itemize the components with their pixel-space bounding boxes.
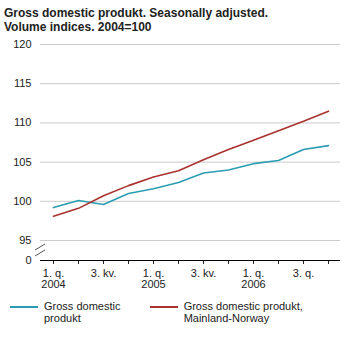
html-text:Gross domestic produkt: Gross domestic produkt bbox=[44, 300, 121, 324]
svg-text:115: 115 bbox=[14, 77, 32, 89]
svg-text:1. q.2004: 1. q.2004 bbox=[41, 267, 65, 290]
html-text:Gross domestic produkt. Season: Gross domestic produkt. Seasonally adjus… bbox=[4, 6, 269, 34]
svg-text:95: 95 bbox=[19, 234, 31, 246]
svg-text:100: 100 bbox=[13, 195, 31, 207]
svg-text:110: 110 bbox=[14, 116, 32, 128]
svg-text:105: 105 bbox=[13, 156, 31, 168]
svg-text:3. kv.: 3. kv. bbox=[91, 267, 116, 279]
svg-text:1. q.2006: 1. q.2006 bbox=[241, 267, 265, 290]
svg-text:3. q.: 3. q. bbox=[293, 267, 314, 279]
svg-text:120: 120 bbox=[13, 38, 31, 50]
svg-text:1. q.2005: 1. q.2005 bbox=[141, 267, 165, 290]
svg-text:0: 0 bbox=[25, 254, 31, 266]
html-text:Gross domestic produkt, Mainla: Gross domestic produkt, Mainland-Norway bbox=[183, 300, 303, 324]
svg-text:3. kv.: 3. kv. bbox=[191, 267, 216, 279]
